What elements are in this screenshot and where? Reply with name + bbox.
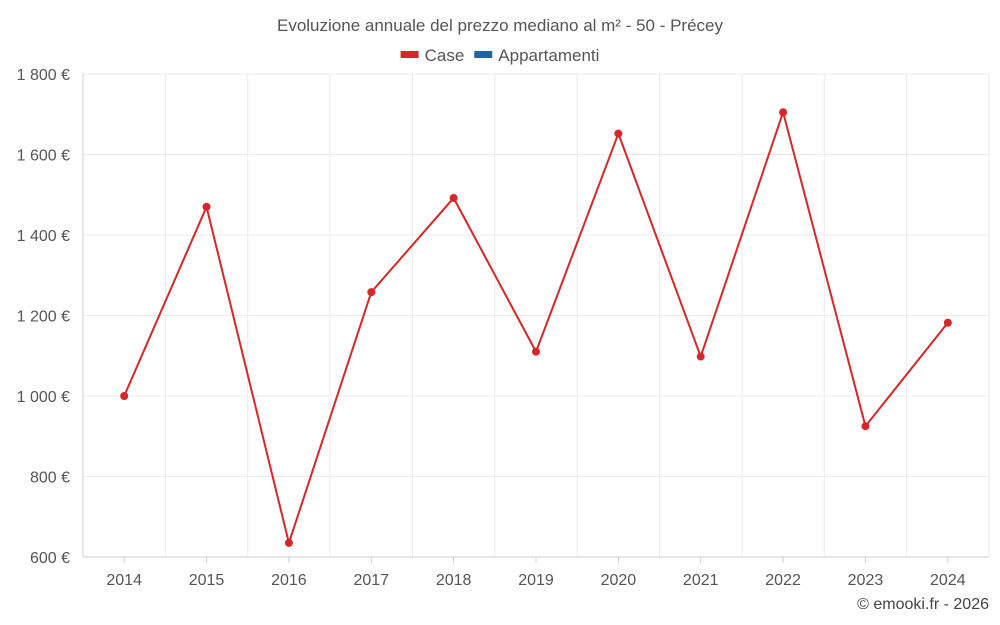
x-tick-label: 2015	[189, 572, 225, 589]
data-point[interactable]	[696, 352, 705, 361]
data-point[interactable]	[367, 288, 376, 297]
legend-item[interactable]: Case	[400, 46, 465, 65]
legend-label: Appartamenti	[498, 46, 599, 65]
chart-title: Evoluzione annuale del prezzo mediano al…	[277, 16, 724, 35]
x-tick-label: 2017	[353, 572, 389, 589]
data-point[interactable]	[861, 422, 870, 431]
x-tick-label: 2020	[601, 572, 637, 589]
x-tick-label: 2021	[683, 572, 719, 589]
legend: Case Appartamenti	[400, 46, 599, 65]
x-tick-label: 2024	[930, 572, 966, 589]
x-axis-ticks: 2014 2015 2016 2017 2018 2019 2020 2021 2022 2023…	[106, 557, 966, 589]
x-tick-label: 2022	[765, 572, 801, 589]
data-point[interactable]	[779, 108, 788, 117]
y-tick-label: 1 600 €	[17, 148, 70, 165]
y-tick-label: 600 €	[30, 550, 70, 567]
data-point[interactable]	[614, 129, 623, 138]
y-axis-ticks: 600 € 800 € 1 000 € 1 200 € 1 400 € 1 600 € 1 …	[17, 67, 70, 567]
y-tick-label: 800 €	[30, 470, 70, 487]
data-point[interactable]	[284, 538, 293, 547]
data-point[interactable]	[943, 318, 952, 327]
series	[120, 108, 952, 547]
legend-label: Case	[425, 46, 465, 65]
legend-swatch	[474, 51, 493, 58]
y-tick-label: 1 200 €	[17, 309, 70, 326]
data-point[interactable]	[202, 202, 211, 211]
x-tick-label: 2023	[848, 572, 884, 589]
y-tick-label: 1 400 €	[17, 228, 70, 245]
data-point[interactable]	[120, 392, 129, 400]
y-tick-label: 1 000 €	[17, 389, 70, 406]
x-tick-label: 2014	[106, 572, 142, 589]
x-tick-label: 2018	[436, 572, 472, 589]
legend-item[interactable]: Appartamenti	[474, 46, 599, 65]
data-point[interactable]	[532, 347, 540, 356]
grid	[82, 73, 990, 557]
data-point[interactable]	[449, 193, 458, 202]
x-tick-label: 2016	[271, 572, 307, 589]
x-tick-label: 2019	[518, 572, 554, 589]
credit-text: © emooki.fr - 2026	[857, 596, 989, 613]
y-tick-label: 1 800 €	[17, 67, 70, 84]
legend-swatch	[400, 51, 419, 58]
